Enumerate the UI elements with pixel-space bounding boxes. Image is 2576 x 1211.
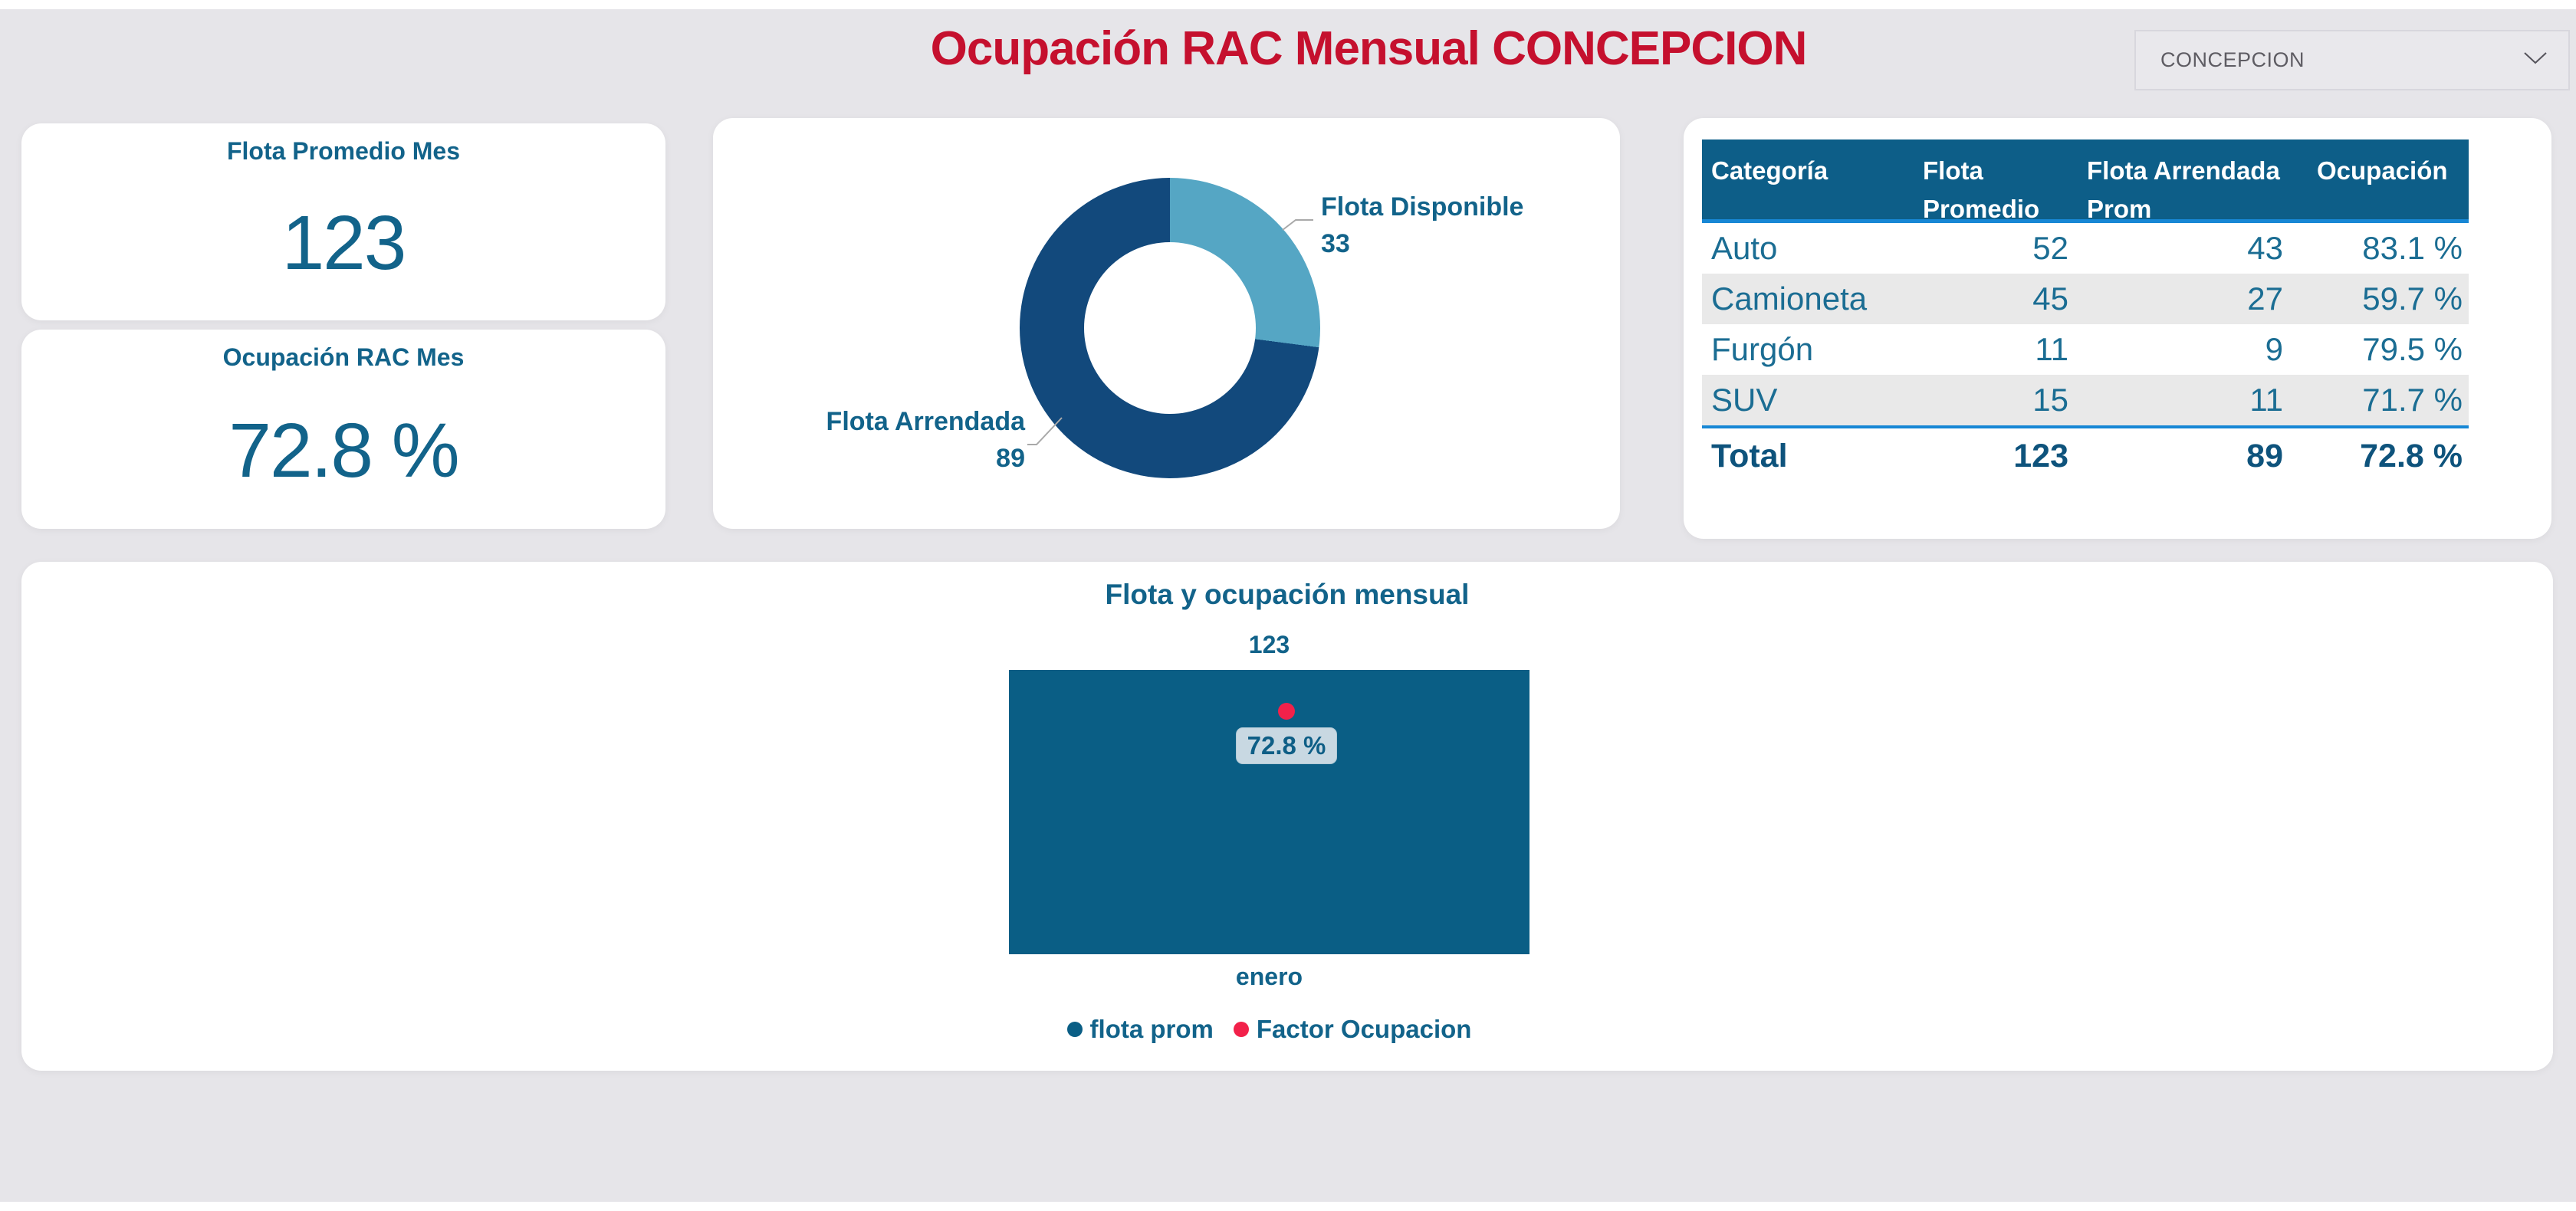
legend-label: flota prom xyxy=(1089,1015,1214,1043)
scatter-point-label: 72.8 % xyxy=(1236,727,1337,764)
cell-flota-promedio: 45 xyxy=(2032,281,2068,317)
cell-flota-arrendada: 27 xyxy=(2247,281,2283,317)
region-slicer-dropdown[interactable]: CONCEPCION xyxy=(2134,30,2570,90)
cell-total-flota-arrendada: 89 xyxy=(2246,437,2283,474)
cell-flota-arrendada: 11 xyxy=(2249,382,2283,418)
donut-slice-value: 33 xyxy=(1321,229,1350,258)
kpi-label: Ocupación RAC Mes xyxy=(222,343,465,371)
cell-total-ocupacion: 72.8 % xyxy=(2360,437,2463,474)
category-table-card: Categoría Flota Promedio Flota Arrendada… xyxy=(1684,118,2551,539)
table-total-row: Total 123 89 72.8 % xyxy=(1702,425,2469,484)
combo-chart-card: Flota y ocupación mensual 123 72.8 % ene… xyxy=(21,562,2553,1071)
legend-dot-icon xyxy=(1066,1022,1083,1037)
donut-slice-value: 89 xyxy=(996,444,1025,473)
page-title: Ocupación RAC Mensual CONCEPCION xyxy=(930,22,1808,75)
cell-categoria: Auto xyxy=(1711,230,1778,266)
cell-flota-promedio: 15 xyxy=(2032,382,2068,418)
column-header: Categoría xyxy=(1711,156,1829,185)
kpi-value: 123 xyxy=(281,200,407,286)
cell-ocupacion: 59.7 % xyxy=(2362,281,2463,317)
legend-dot-icon xyxy=(1233,1022,1249,1037)
table-row[interactable]: Auto 52 43 83.1 % xyxy=(1702,223,2469,274)
scatter-point-factor-ocupacion[interactable] xyxy=(1278,703,1295,720)
kpi-card-flota-promedio: Flota Promedio Mes 123 xyxy=(21,123,665,320)
table-header-row: Categoría Flota Promedio Flota Arrendada… xyxy=(1702,139,2469,223)
cell-categoria: Furgón xyxy=(1711,331,1814,367)
bar-data-label: 123 xyxy=(1248,631,1290,658)
table-row[interactable]: SUV 15 11 71.7 % xyxy=(1702,375,2469,425)
bar-flota-prom-enero[interactable] xyxy=(1009,670,1530,954)
donut-chart[interactable] xyxy=(1020,178,1320,478)
donut-hole xyxy=(1084,242,1256,414)
table-row[interactable]: Camioneta 45 27 59.7 % xyxy=(1702,274,2469,324)
donut-callout-flota-disponible: Flota Disponible 33 xyxy=(1321,189,1523,262)
cell-ocupacion: 79.5 % xyxy=(2362,331,2463,367)
chart-legend: flota prom Factor Ocupacion xyxy=(856,1012,1683,1046)
legend-item-factor-ocupacion[interactable]: Factor Ocupacion xyxy=(1233,1015,1472,1044)
donut-chart-card: Flota Disponible 33 Flota Arrendada 89 xyxy=(713,118,1620,529)
chart-plot-area: 123 72.8 % enero flota prom Factor Ocupa… xyxy=(1009,562,1530,1071)
column-header: Flota Arrendada Prom xyxy=(2087,156,2280,219)
legend-item-flota-prom[interactable]: flota prom xyxy=(1066,1015,1214,1044)
donut-slice-label: Flota Arrendada xyxy=(826,407,1025,436)
cell-ocupacion: 83.1 % xyxy=(2362,230,2463,266)
chevron-down-icon xyxy=(2524,52,2547,68)
column-header: Flota Promedio xyxy=(1923,156,2040,219)
chart-title: Flota y ocupación mensual xyxy=(1105,579,1470,610)
donut-callout-flota-arrendada: Flota Arrendada 89 xyxy=(826,403,1025,477)
table-row[interactable]: Furgón 11 9 79.5 % xyxy=(1702,324,2469,375)
category-table: Categoría Flota Promedio Flota Arrendada… xyxy=(1702,139,2469,484)
cell-total-label: Total xyxy=(1711,437,1788,474)
cell-ocupacion: 71.7 % xyxy=(2362,382,2463,418)
cell-flota-promedio: 11 xyxy=(2035,331,2068,367)
legend-label: Factor Ocupacion xyxy=(1256,1015,1472,1043)
cell-categoria: SUV xyxy=(1711,382,1778,418)
cell-flota-arrendada: 9 xyxy=(2265,331,2283,367)
cell-flota-arrendada: 43 xyxy=(2247,230,2283,266)
cell-total-flota-promedio: 123 xyxy=(2013,437,2068,474)
column-header: Ocupación xyxy=(2317,156,2448,185)
x-axis-tick-enero: enero xyxy=(1235,963,1303,990)
donut-slice-label: Flota Disponible xyxy=(1321,192,1524,222)
slicer-selected-value: CONCEPCION xyxy=(2160,48,2305,71)
kpi-card-ocupacion-rac: Ocupación RAC Mes 72.8 % xyxy=(21,330,665,529)
cell-flota-promedio: 52 xyxy=(2032,230,2068,266)
cell-categoria: Camioneta xyxy=(1711,281,1868,317)
kpi-value: 72.8 % xyxy=(228,407,459,494)
kpi-label: Flota Promedio Mes xyxy=(226,137,461,165)
